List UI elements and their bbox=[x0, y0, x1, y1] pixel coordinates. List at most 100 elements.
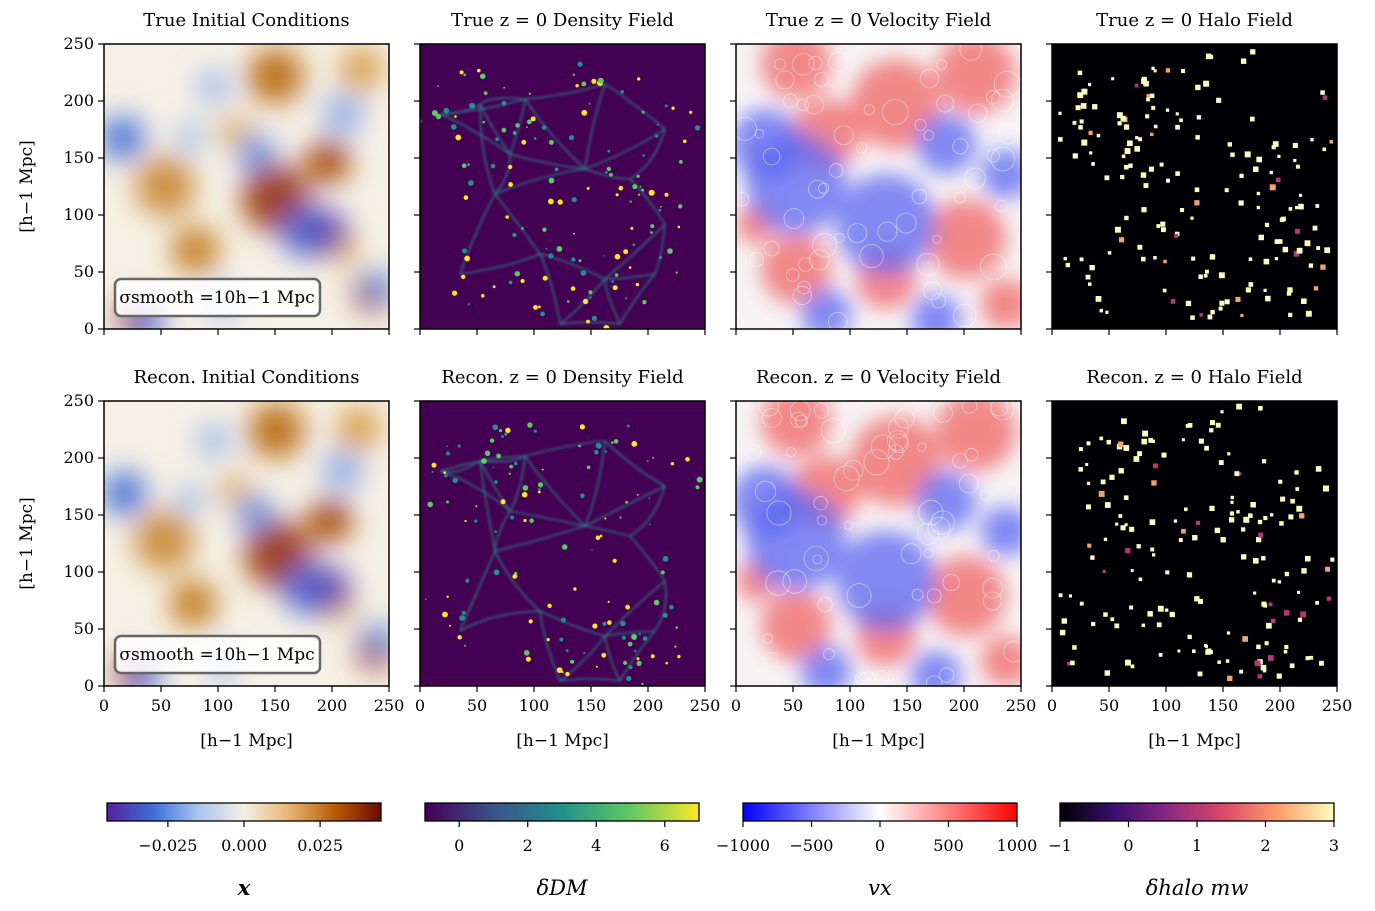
smoothing-annotation: σsmooth =10h−1 Mpc bbox=[113, 277, 322, 318]
panel-title: True Initial Conditions bbox=[143, 10, 349, 31]
x-tick-label: 150 bbox=[260, 696, 291, 715]
x-axis-label: [h−1 Mpc] bbox=[1148, 731, 1241, 751]
panel-r0-c1: True z = 0 Density Field bbox=[414, 10, 706, 335]
colorbar-tick-label: 2 bbox=[523, 836, 533, 855]
colorbar-label: δDM bbox=[537, 876, 588, 900]
x-tick-label: 0 bbox=[1047, 696, 1057, 715]
colorbar-gradient bbox=[424, 802, 700, 822]
panel-frame bbox=[103, 400, 390, 687]
x-tick-label: 200 bbox=[317, 696, 348, 715]
x-tick-label: 50 bbox=[783, 696, 803, 715]
colorbar-tick-label: 1 bbox=[1192, 836, 1202, 855]
colorbar-label: x bbox=[237, 875, 251, 900]
y-tick-label: 200 bbox=[63, 448, 94, 467]
heatmap-velocity bbox=[736, 401, 1021, 686]
colorbar-gradient bbox=[106, 802, 382, 822]
panel-title: True z = 0 Velocity Field bbox=[766, 10, 992, 31]
heatmap-initial bbox=[104, 44, 389, 329]
panel-r1-c1: Recon. z = 0 Density Field 0 50 100 150 200 25… bbox=[414, 367, 721, 751]
x-tick-label: 250 bbox=[1322, 696, 1353, 715]
x-tick-label: 50 bbox=[1099, 696, 1119, 715]
panel-r1-c2: Recon. z = 0 Velocity Field 0 50 100 150 200 2… bbox=[730, 367, 1036, 751]
x-tick-label: 0 bbox=[731, 696, 741, 715]
panel-r0-c2: True z = 0 Velocity Field bbox=[730, 10, 1022, 335]
y-tick-label: 100 bbox=[63, 205, 94, 224]
panel-r0-c0: True Initial Conditions 0 50 100 150 200 250 [h… bbox=[17, 10, 390, 338]
x-tick-label: 250 bbox=[374, 696, 405, 715]
panel-frame bbox=[735, 400, 1022, 687]
panel-r1-c3: Recon. z = 0 Halo Field 0 50 100 150 200 250 [h… bbox=[1046, 367, 1352, 751]
x-axis-label: [h−1 Mpc] bbox=[200, 731, 293, 751]
x-tick-label: 100 bbox=[835, 696, 866, 715]
colorbar-tick-label: −0.025 bbox=[138, 836, 197, 855]
panel-r1-c0: Recon. Initial Conditions 0 50 100 150 200 250… bbox=[17, 367, 404, 751]
heatmap-velocity bbox=[736, 44, 1021, 329]
y-tick-label: 150 bbox=[63, 148, 94, 167]
colorbar-tick-label: 500 bbox=[933, 836, 964, 855]
y-axis-label: [h−1 Mpc] bbox=[17, 497, 37, 590]
panel-r0-c3: True z = 0 Halo Field bbox=[1046, 10, 1338, 335]
colorbar-tick-label: 0.025 bbox=[297, 836, 343, 855]
panel-title: Recon. z = 0 Halo Field bbox=[1086, 367, 1302, 388]
heatmap-density bbox=[420, 401, 705, 686]
x-tick-label: 100 bbox=[1151, 696, 1182, 715]
panel-frame bbox=[419, 400, 706, 687]
panel-title: Recon. z = 0 Density Field bbox=[441, 367, 683, 388]
y-tick-label: 150 bbox=[63, 505, 94, 524]
y-tick-label: 250 bbox=[63, 391, 94, 410]
colorbar-tick-label: 2 bbox=[1260, 836, 1270, 855]
colorbar-gradient bbox=[742, 802, 1018, 822]
x-tick-label: 200 bbox=[1265, 696, 1296, 715]
x-tick-label: 0 bbox=[415, 696, 425, 715]
colorbar-halo: −1 0 1 2 3 δhalo mw bbox=[1048, 802, 1339, 900]
colorbar-tick-label: −1 bbox=[1048, 836, 1072, 855]
heatmap-density bbox=[420, 44, 705, 329]
panel-title: Recon. z = 0 Velocity Field bbox=[756, 367, 1001, 388]
y-tick-label: 200 bbox=[63, 91, 94, 110]
colorbar-velocity: −1000 −500 0 500 1000 vx bbox=[716, 802, 1038, 900]
colorbar-tick-label: −1000 bbox=[716, 836, 770, 855]
svg-text:σsmooth =10h−1 Mpc: σsmooth =10h−1 Mpc bbox=[119, 288, 314, 308]
panel-title: True z = 0 Halo Field bbox=[1096, 10, 1293, 31]
y-tick-label: 50 bbox=[74, 619, 94, 638]
panel-frame bbox=[103, 43, 390, 330]
colorbar-label: δhalo mw bbox=[1146, 876, 1249, 900]
x-tick-label: 50 bbox=[151, 696, 171, 715]
svg-text:σsmooth =10h−1 Mpc: σsmooth =10h−1 Mpc bbox=[119, 645, 314, 665]
heatmap-halo bbox=[1052, 44, 1337, 329]
colorbar-tick-label: −500 bbox=[790, 836, 834, 855]
panel-frame bbox=[1051, 400, 1338, 687]
smoothing-annotation: σsmooth =10h−1 Mpc bbox=[113, 634, 322, 675]
y-tick-label: 0 bbox=[84, 676, 94, 695]
y-tick-label: 100 bbox=[63, 562, 94, 581]
panel-frame bbox=[419, 43, 706, 330]
x-tick-label: 250 bbox=[1006, 696, 1037, 715]
panel-frame bbox=[1051, 43, 1338, 330]
colorbar-tick-label: 1000 bbox=[997, 836, 1038, 855]
x-tick-label: 200 bbox=[633, 696, 664, 715]
y-tick-label: 250 bbox=[63, 34, 94, 53]
panel-title: True z = 0 Density Field bbox=[451, 10, 674, 31]
x-tick-label: 150 bbox=[892, 696, 923, 715]
colorbar-tick-label: 0 bbox=[1123, 836, 1133, 855]
colorbar-label: vx bbox=[868, 876, 892, 900]
x-tick-label: 150 bbox=[1208, 696, 1239, 715]
heatmap-halo bbox=[1052, 401, 1337, 686]
y-axis-label: [h−1 Mpc] bbox=[17, 140, 37, 233]
colorbar-tick-label: 0 bbox=[875, 836, 885, 855]
panel-frame bbox=[735, 43, 1022, 330]
x-tick-label: 250 bbox=[690, 696, 721, 715]
colorbar-tick-label: 6 bbox=[660, 836, 670, 855]
x-tick-label: 50 bbox=[467, 696, 487, 715]
x-tick-label: 200 bbox=[949, 696, 980, 715]
colorbar-gradient bbox=[1059, 802, 1335, 822]
y-tick-label: 50 bbox=[74, 262, 94, 281]
colorbar-initial: −0.025 0.000 0.025 x bbox=[106, 802, 382, 900]
x-tick-label: 150 bbox=[576, 696, 607, 715]
colorbar-tick-label: 0 bbox=[454, 836, 464, 855]
x-tick-label: 100 bbox=[519, 696, 550, 715]
panels: True Initial Conditions 0 50 100 150 200 250 [h… bbox=[17, 10, 1352, 751]
colorbar-tick-label: 0.000 bbox=[221, 836, 267, 855]
